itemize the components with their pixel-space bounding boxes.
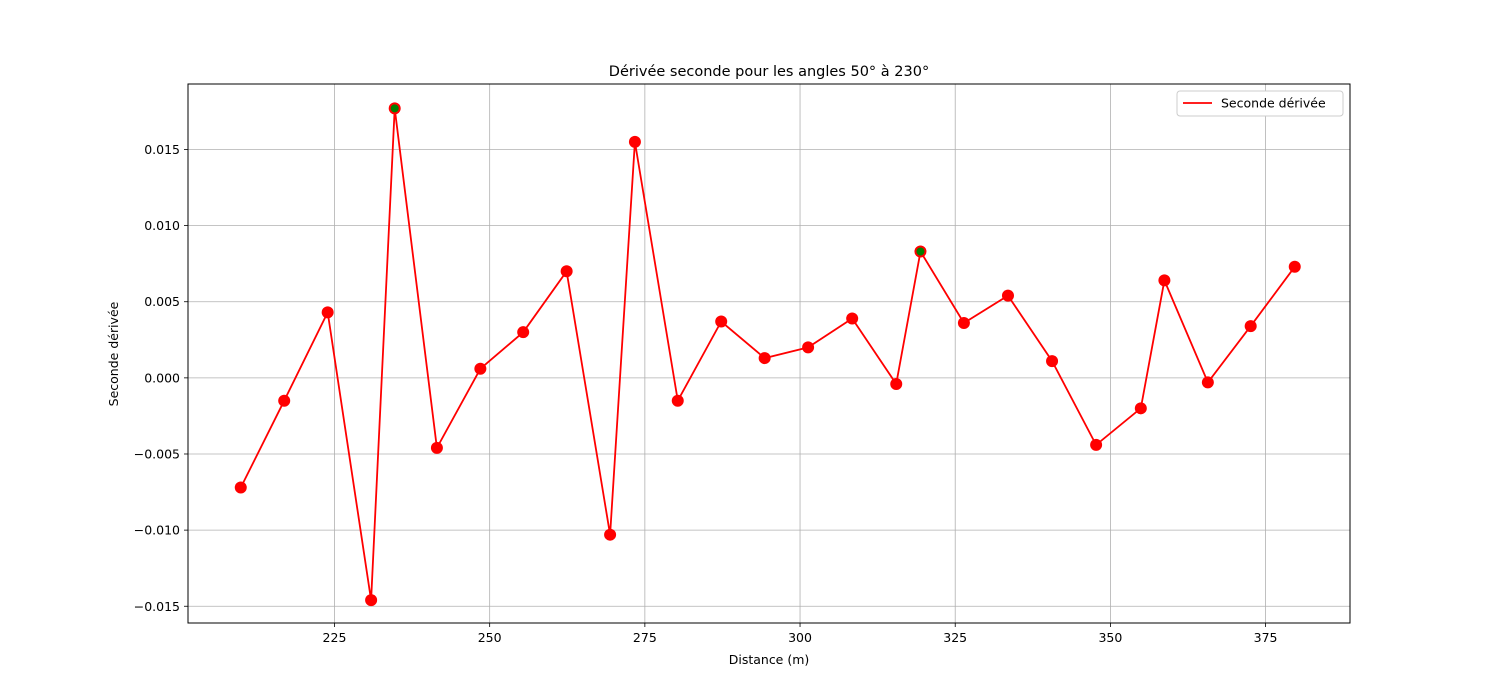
- legend: Seconde dérivée: [1176, 90, 1344, 117]
- x-tick-label: 275: [633, 630, 657, 645]
- y-tick-label: −0.005: [134, 446, 180, 461]
- data-point: [957, 317, 970, 330]
- data-point: [802, 341, 815, 354]
- x-axis-label: Distance (m): [729, 652, 810, 667]
- data-point: [234, 481, 247, 494]
- highlight-point: [390, 104, 399, 113]
- y-tick-label: −0.010: [134, 523, 180, 538]
- data-point: [1201, 376, 1214, 389]
- data-point: [1001, 289, 1014, 302]
- data-point: [671, 394, 684, 407]
- data-point: [1134, 402, 1147, 415]
- data-point: [1046, 355, 1059, 368]
- data-point: [715, 315, 728, 328]
- data-point: [628, 135, 641, 148]
- data-point: [1090, 438, 1103, 451]
- data-point: [517, 326, 530, 339]
- data-point: [1244, 320, 1257, 333]
- data-point: [890, 377, 903, 390]
- data-point: [278, 394, 291, 407]
- series-layer: [234, 102, 1301, 607]
- y-tick-label: 0.015: [144, 142, 180, 157]
- x-tick-label: 300: [788, 630, 812, 645]
- x-tick-label: 375: [1254, 630, 1278, 645]
- data-point: [1158, 274, 1171, 287]
- legend-box: [1176, 90, 1344, 117]
- ticks: 225 250 275 300 325 350 375 −0.015 −0.010 −0.005 0…: [134, 142, 1278, 645]
- y-tick-label: −0.015: [134, 599, 180, 614]
- data-point: [846, 312, 859, 325]
- x-tick-label: 325: [943, 630, 967, 645]
- legend-label: Seconde dérivée: [1221, 96, 1326, 111]
- data-point: [430, 441, 443, 454]
- highlight-point: [916, 247, 925, 256]
- y-axis-label: Seconde dérivée: [106, 301, 121, 406]
- data-point: [321, 306, 334, 319]
- x-tick-label: 250: [478, 630, 502, 645]
- data-point: [758, 352, 771, 365]
- y-tick-label: 0.010: [144, 218, 180, 233]
- data-point: [560, 265, 573, 278]
- data-point: [1288, 260, 1301, 273]
- x-tick-label: 225: [323, 630, 347, 645]
- y-tick-label: 0.005: [144, 294, 180, 309]
- plot-frame: [187, 83, 1351, 624]
- x-tick-label: 350: [1098, 630, 1122, 645]
- data-point: [474, 362, 487, 375]
- data-point: [604, 528, 617, 541]
- y-tick-label: 0.000: [144, 370, 180, 385]
- chart-title: Dérivée seconde pour les angles 50° à 23…: [609, 64, 929, 80]
- data-point: [365, 594, 378, 607]
